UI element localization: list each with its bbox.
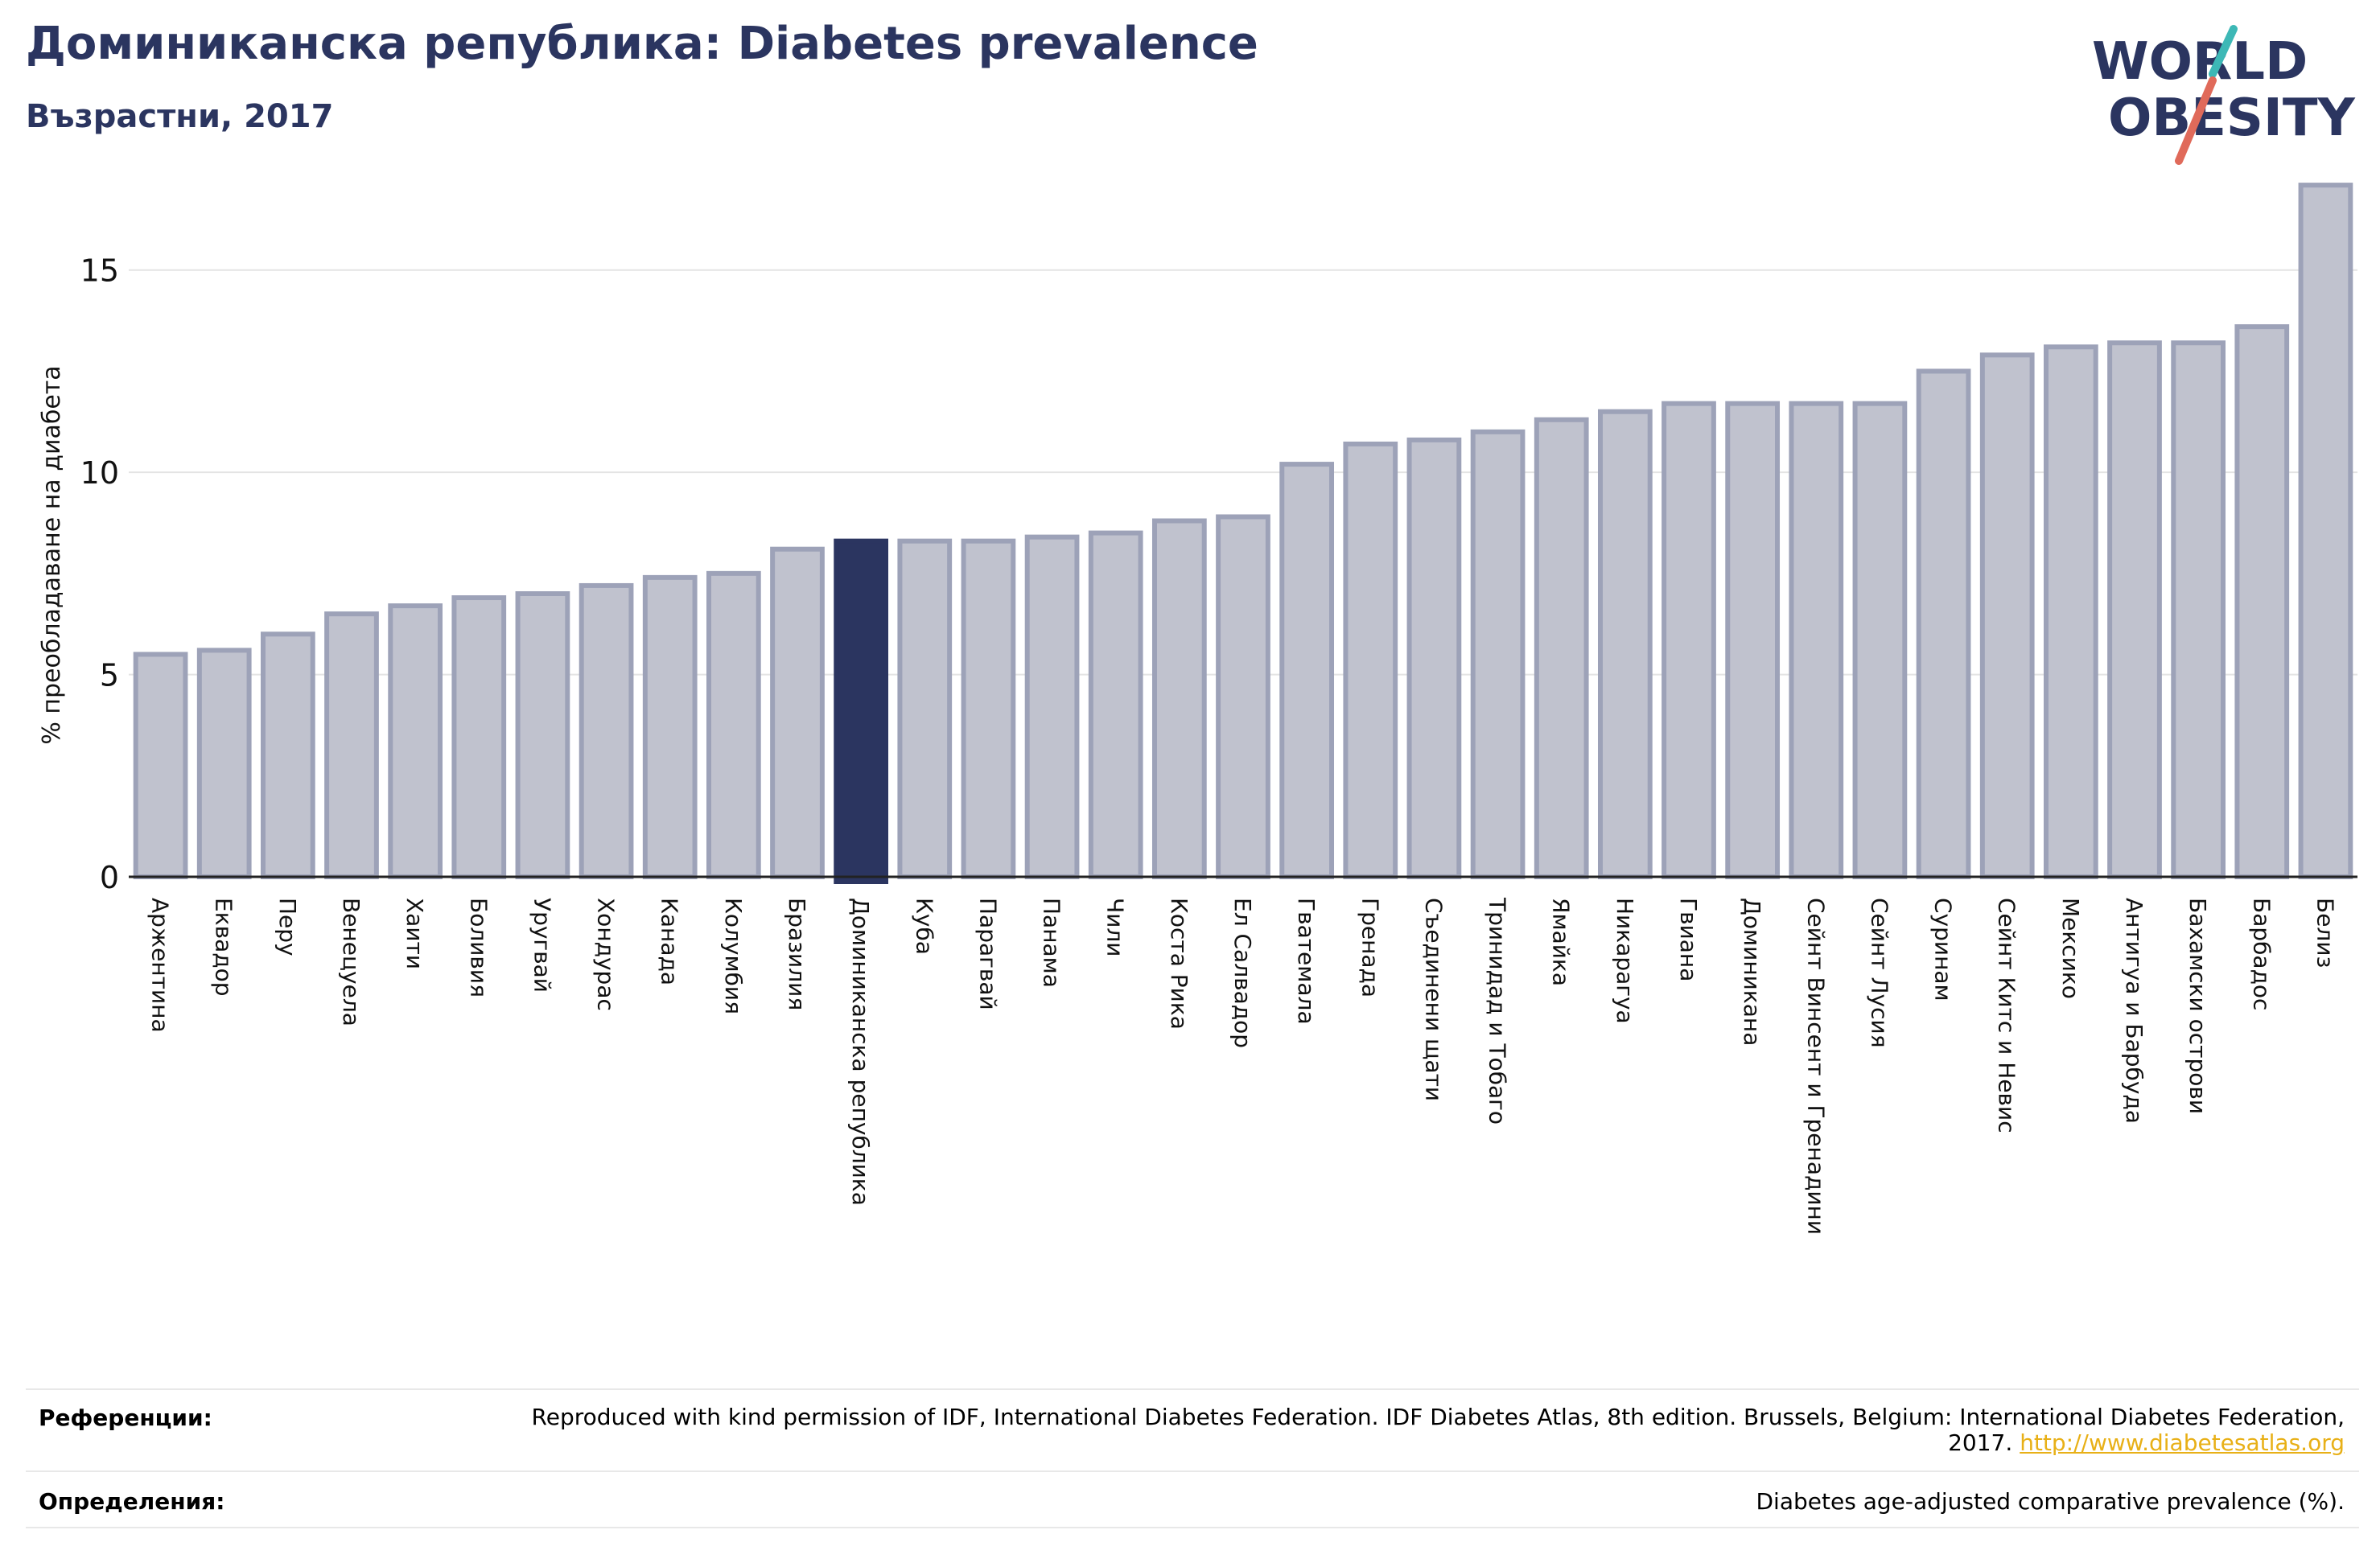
bar	[579, 582, 634, 879]
x-tick-label: Мексико	[2057, 898, 2084, 999]
bar	[2043, 344, 2098, 879]
footer-divider-middle	[26, 1470, 2359, 1472]
x-tick-label: Гватемала	[1293, 898, 1320, 1025]
footer-divider-top	[26, 1388, 2359, 1390]
bar	[2107, 340, 2162, 879]
bar	[1088, 530, 1143, 879]
bar	[1661, 401, 1716, 879]
bar	[515, 591, 570, 879]
bar	[1979, 352, 2035, 880]
bar	[2171, 340, 2226, 879]
bar	[1916, 368, 1971, 879]
y-tick-label: 0	[100, 860, 119, 895]
x-tick-label: Хондурас	[593, 898, 620, 1011]
bar	[1470, 429, 1526, 879]
x-tick-label: Бахамски острови	[2184, 898, 2211, 1114]
bar	[1151, 518, 1207, 879]
bar	[770, 546, 825, 880]
page-title: Доминиканска република: Diabetes prevale…	[26, 18, 1258, 70]
x-tick-label: Венецуела	[338, 898, 364, 1026]
bar	[1216, 514, 1270, 879]
definitions-text: Diabetes age-adjusted comparative preval…	[1756, 1488, 2345, 1515]
bar	[1406, 437, 1462, 879]
x-tick-label: Сейнт Китс и Невис	[1994, 898, 2020, 1133]
logo-slash-teal	[2209, 25, 2238, 78]
x-tick-label: Куба	[911, 898, 937, 955]
x-tick-label: Сейнт Винсент и Гренадини	[1802, 898, 1829, 1235]
logo-text-world: WORLD	[2092, 32, 2308, 92]
x-tick-label: Суринам	[1930, 898, 1957, 1001]
x-tick-label: Никарагуа	[1612, 898, 1638, 1024]
references-body: Reproduced with kind permission of IDF, …	[531, 1404, 2345, 1456]
bar	[133, 652, 188, 880]
bar	[1597, 409, 1653, 879]
world-obesity-logo: WORLD OBESITY	[2092, 25, 2355, 165]
page-subtitle: Възрастни, 2017	[26, 98, 334, 135]
bar	[260, 631, 315, 879]
x-tick-label: Гренада	[1357, 898, 1383, 997]
x-tick-label: Тринидад и Тобаго	[1484, 897, 1511, 1125]
x-tick-label: Белиз	[2312, 898, 2338, 968]
footer-divider-bottom	[26, 1527, 2359, 1528]
bar	[1789, 401, 1844, 879]
bar	[897, 538, 953, 880]
x-tick-label: Сейнт Лусия	[1866, 898, 1892, 1048]
bar	[1852, 401, 1908, 879]
x-tick-label: Панама	[1039, 898, 1065, 988]
bar	[2234, 324, 2290, 880]
x-tick-label: Колумбия	[720, 898, 747, 1014]
x-tick-label: Уругвай	[529, 898, 555, 993]
x-tick-label: Перу	[274, 898, 301, 956]
bar	[834, 538, 889, 885]
bar	[1534, 417, 1589, 879]
x-tick-label: Гвиана	[1675, 898, 1702, 981]
bar	[2298, 183, 2353, 880]
bar	[706, 570, 761, 879]
bar	[1024, 534, 1080, 879]
x-tick-label: Ямайка	[1548, 898, 1575, 986]
y-tick-label: 5	[100, 658, 119, 693]
y-axis-label: % преобладаване на диабета	[38, 365, 66, 744]
bar	[961, 538, 1016, 880]
x-tick-label: Еквадор	[211, 898, 237, 997]
x-tick-label: Доминикана	[1739, 898, 1765, 1046]
x-tick-label: Съединени щати	[1420, 898, 1447, 1101]
bar	[388, 603, 443, 879]
references-text: Reproduced with kind permission of IDF, …	[494, 1405, 2345, 1456]
diabetes-prevalence-chart: 0 5 10 15 Аржентина Еквадор Перу Венецуела Хаити…	[38, 183, 2357, 1235]
x-tick-label: Чили	[1102, 898, 1129, 957]
y-tick-label: 15	[80, 253, 119, 289]
x-tick-label: Канада	[657, 898, 683, 985]
x-tick-label: Доминиканска република	[847, 898, 874, 1206]
x-tick-label: Боливия	[465, 898, 492, 997]
x-tick-label: Коста Рика	[1166, 898, 1192, 1030]
bar	[642, 574, 698, 880]
x-tick-label: Хаити	[401, 898, 428, 969]
x-tick-label: Аржентина	[147, 898, 174, 1033]
bar	[324, 611, 379, 880]
bar	[1343, 441, 1398, 879]
definitions-label: Определения:	[39, 1488, 225, 1515]
bar	[196, 648, 252, 880]
bar	[1279, 462, 1335, 879]
references-link[interactable]: http://www.diabetesatlas.org	[2020, 1429, 2345, 1456]
logo-text-obesity: OBESITY	[2108, 88, 2355, 148]
x-tick-label: Бразилия	[784, 898, 810, 1010]
y-tick-label: 10	[80, 455, 119, 491]
bar	[451, 595, 507, 879]
x-tick-label: Барбадос	[2248, 898, 2275, 1010]
bar	[1725, 401, 1781, 879]
x-tick-label: Ел Салвадор	[1229, 898, 1256, 1048]
logo-slash-red	[2175, 76, 2217, 165]
x-tick-label: Антигуа и Барбуда	[2121, 898, 2147, 1124]
references-label: Референции:	[39, 1405, 212, 1431]
x-tick-label: Парагвай	[974, 898, 1001, 1010]
